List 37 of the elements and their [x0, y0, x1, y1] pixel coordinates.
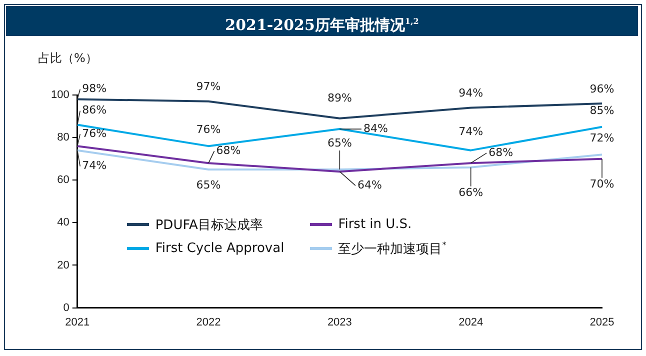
x-tick-label: 2024 — [458, 316, 484, 328]
y-tick-label: 40 — [57, 216, 70, 229]
data-label: 84% — [363, 122, 388, 135]
data-label: 72% — [590, 131, 614, 144]
data-label: 74% — [458, 125, 484, 138]
y-tick-label: 60 — [57, 174, 70, 186]
x-tick-label: 2021 — [65, 316, 90, 328]
data-label: 86% — [82, 104, 107, 117]
y-axis-title: 占比（%） — [38, 50, 98, 67]
data-label: 68% — [216, 144, 241, 157]
data-label: 74% — [82, 159, 107, 172]
chart-title: 2021-2025历年审批情况$^{1,2}$ — [6, 6, 638, 36]
data-label: 97% — [196, 80, 221, 94]
y-tick-label: 80 — [57, 132, 70, 144]
legend-label: First in U.S. — [338, 217, 412, 232]
data-label: 98% — [82, 82, 107, 96]
data-label: 65% — [327, 136, 352, 150]
x-tick-label: 2025 — [590, 316, 614, 328]
y-tick-label: 0 — [63, 302, 70, 314]
data-label: 66% — [458, 186, 484, 200]
data-label: 76% — [82, 126, 107, 140]
data-label: 76% — [196, 122, 221, 136]
data-label: 64% — [357, 178, 382, 192]
legend-label: PDUFA目标达成率 — [155, 216, 263, 234]
legend-label: 至少一种加速项目$^{*}$ — [338, 240, 446, 258]
legend-label: First Cycle Approval — [155, 241, 284, 256]
y-tick-label: 100 — [50, 89, 70, 102]
x-tick-label: 2023 — [327, 316, 352, 328]
y-tick-label: 20 — [57, 259, 70, 272]
data-label: 68% — [488, 146, 514, 159]
data-label: 89% — [327, 91, 352, 104]
x-tick-label: 2022 — [196, 316, 221, 328]
data-label: 85% — [590, 104, 614, 117]
data-label: 70% — [590, 178, 614, 191]
data-label: 65% — [196, 178, 221, 192]
data-label: 94% — [458, 86, 484, 100]
data-label: 96% — [590, 82, 614, 96]
